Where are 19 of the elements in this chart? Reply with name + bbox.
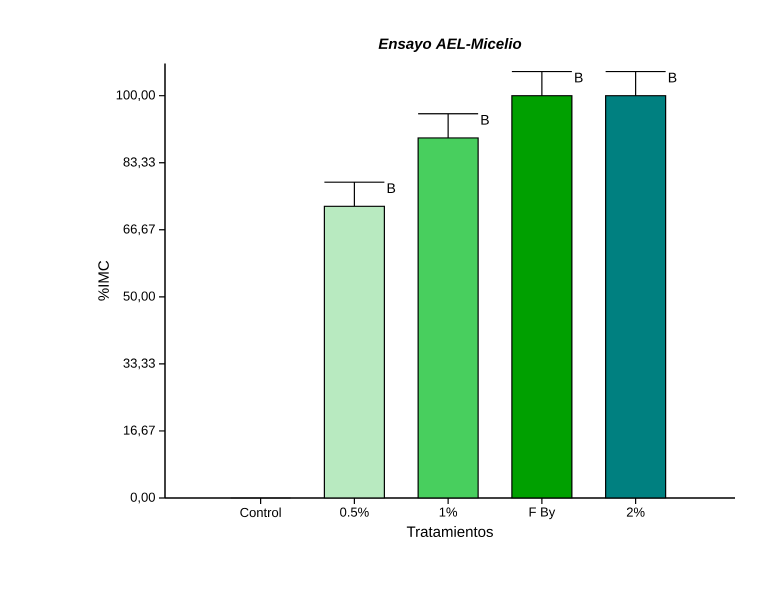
x-tick-label: Control — [240, 508, 281, 518]
y-tick-label: 66,67 — [124, 224, 155, 236]
y-tick-label: 0,00 — [130, 492, 155, 504]
x-tick-label: 0.5% — [340, 508, 369, 517]
y-tick-label: 16,67 — [124, 426, 155, 436]
y-axis-title: %IMC — [98, 260, 109, 301]
chart-title: Ensayo AEL-Micelio — [378, 38, 522, 52]
x-tick-label: 2% — [626, 508, 645, 517]
y-tick-label: 83,33 — [124, 157, 155, 168]
y-tick-label: 100,00 — [116, 90, 155, 102]
annotation: B — [575, 72, 583, 82]
y-tick-label: 50,00 — [123, 291, 155, 302]
y-tick-label: 33,33 — [123, 358, 155, 370]
x-axis-title: Tratamientos — [406, 526, 493, 538]
annotation: B — [668, 72, 676, 82]
x-tick-label: F By — [530, 508, 556, 520]
annotation: B — [388, 183, 396, 194]
annotation: B — [481, 114, 489, 125]
x-tick-label: 1% — [440, 508, 458, 517]
